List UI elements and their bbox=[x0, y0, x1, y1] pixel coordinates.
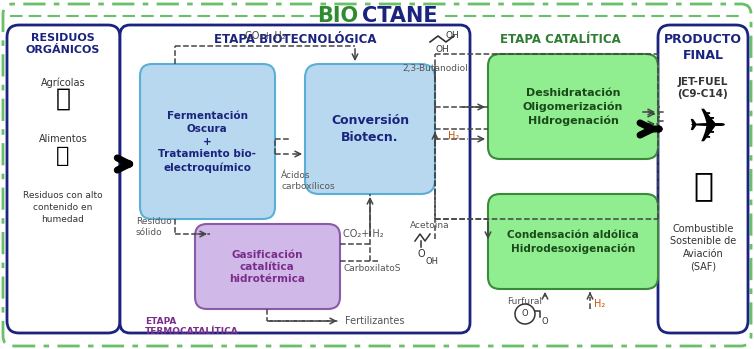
Text: Alimentos: Alimentos bbox=[38, 134, 87, 144]
Text: Conversión
Biotecn.: Conversión Biotecn. bbox=[331, 114, 409, 144]
Text: Fertilizantes: Fertilizantes bbox=[345, 316, 404, 326]
FancyBboxPatch shape bbox=[195, 224, 340, 309]
Text: O: O bbox=[417, 249, 425, 259]
Text: Acetoina: Acetoina bbox=[410, 221, 450, 230]
Text: Gasificación
catalítica
hidrotérmica: Gasificación catalítica hidrotérmica bbox=[229, 250, 305, 284]
Text: CO₂+ H₂: CO₂+ H₂ bbox=[245, 31, 285, 41]
Text: Residuo
sólido: Residuo sólido bbox=[136, 217, 172, 237]
Text: CTANE: CTANE bbox=[362, 6, 437, 26]
Text: RESIDUOS
ORGÁNICOS: RESIDUOS ORGÁNICOS bbox=[26, 33, 100, 55]
Text: Ácidos
carboxílicos: Ácidos carboxílicos bbox=[281, 171, 335, 191]
Text: 🚜: 🚜 bbox=[56, 87, 71, 111]
FancyBboxPatch shape bbox=[140, 64, 275, 219]
Text: Combustible
Sostenible de
Aviación
(SAF): Combustible Sostenible de Aviación (SAF) bbox=[670, 224, 736, 271]
Text: 🗂: 🗂 bbox=[57, 146, 69, 166]
FancyBboxPatch shape bbox=[7, 25, 120, 333]
Text: Deshidratación
Oligomerización
HIdrogenación: Deshidratación Oligomerización HIdrogena… bbox=[523, 88, 624, 126]
Text: Residuos con alto
contenido en
humedad: Residuos con alto contenido en humedad bbox=[23, 191, 103, 224]
Text: CarboxilatoS: CarboxilatoS bbox=[343, 264, 400, 273]
Text: 🛢: 🛢 bbox=[693, 170, 713, 202]
Text: JET-FUEL
(C9-C14): JET-FUEL (C9-C14) bbox=[678, 77, 728, 99]
FancyBboxPatch shape bbox=[3, 4, 751, 346]
Text: O: O bbox=[541, 317, 547, 326]
Text: OH: OH bbox=[425, 257, 438, 266]
Text: H₂: H₂ bbox=[449, 131, 460, 141]
FancyBboxPatch shape bbox=[488, 194, 658, 289]
FancyBboxPatch shape bbox=[488, 54, 658, 159]
Text: ETAPA CATALÍTICA: ETAPA CATALÍTICA bbox=[500, 33, 621, 46]
Text: OH: OH bbox=[435, 45, 449, 53]
Text: PRODUCTO
FINAL: PRODUCTO FINAL bbox=[664, 33, 742, 62]
Text: Furfural: Furfural bbox=[507, 297, 542, 306]
Text: ETAPA
TERMOCATALÍTICA: ETAPA TERMOCATALÍTICA bbox=[145, 317, 239, 336]
Text: ETAPA BIOTECNOLÓGICA: ETAPA BIOTECNOLÓGICA bbox=[213, 33, 376, 46]
FancyBboxPatch shape bbox=[305, 64, 435, 194]
Text: OH: OH bbox=[445, 31, 458, 40]
Text: CO₂+ H₂: CO₂+ H₂ bbox=[343, 229, 384, 239]
Text: Condensación aldólica
Hidrodesoxigenación: Condensación aldólica Hidrodesoxigenació… bbox=[507, 230, 639, 254]
Text: Agrícolas: Agrícolas bbox=[41, 77, 85, 88]
Text: 2,3-Butanodiol: 2,3-Butanodiol bbox=[402, 64, 468, 73]
Text: H₂: H₂ bbox=[594, 299, 605, 309]
Text: Fermentación
Oscura
+
Tratamiento bio-
electroquímico: Fermentación Oscura + Tratamiento bio- e… bbox=[158, 111, 256, 173]
Text: O: O bbox=[522, 310, 529, 319]
Text: BIO: BIO bbox=[317, 6, 358, 26]
FancyBboxPatch shape bbox=[658, 25, 748, 333]
Text: ✈: ✈ bbox=[687, 106, 727, 151]
FancyBboxPatch shape bbox=[120, 25, 470, 333]
